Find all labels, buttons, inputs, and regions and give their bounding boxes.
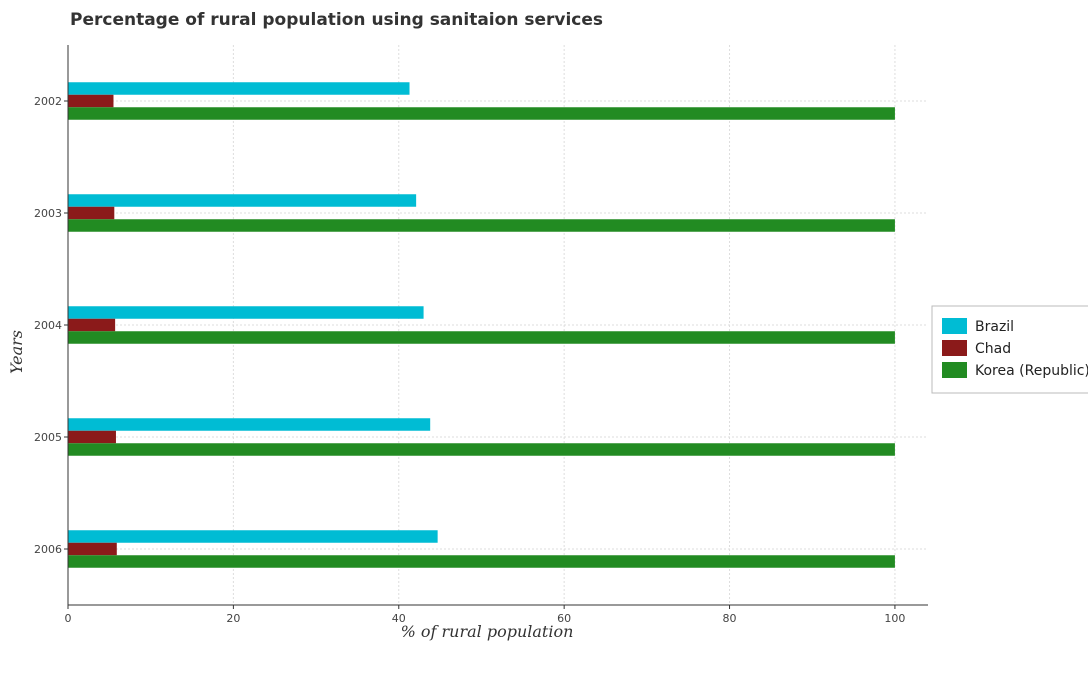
chart-title: Percentage of rural population using san… — [70, 10, 603, 30]
y-tick-label-2002: 2002 — [34, 95, 62, 108]
bar-korea-republic-2003 — [68, 219, 895, 232]
legend-swatch-2 — [942, 362, 967, 378]
y-tick-label-2003: 2003 — [34, 207, 62, 220]
bar-chad-2006 — [68, 542, 117, 556]
legend-swatch-0 — [942, 318, 967, 334]
y-tick-label-2004: 2004 — [34, 319, 62, 332]
legend-label-0: Brazil — [975, 319, 1014, 335]
bar-chad-2002 — [68, 94, 114, 108]
bar-brazil-2003 — [68, 194, 417, 207]
bar-chad-2004 — [68, 318, 116, 332]
bars-layer — [68, 82, 895, 568]
grid-layer — [67, 45, 928, 605]
x-tick-label-80: 80 — [723, 612, 737, 625]
x-axis-label: % of rural population — [401, 622, 574, 641]
x-tick-label-40: 40 — [392, 612, 406, 625]
bar-chad-2003 — [68, 206, 115, 220]
x-tick-label-100: 100 — [884, 612, 905, 625]
bar-brazil-2006 — [68, 530, 438, 543]
bar-chad-2005 — [68, 430, 116, 444]
axis-layer: 0 20 40 60 80 100 2002 2003 2004 2005 2006 — [34, 45, 928, 625]
legend-label-1: Chad — [975, 341, 1011, 357]
bar-brazil-2002 — [68, 82, 410, 95]
bar-korea-republic-2004 — [68, 331, 895, 344]
bar-brazil-2004 — [68, 306, 424, 319]
y-tick-label-2005: 2005 — [34, 431, 62, 444]
legend-swatch-1 — [942, 340, 967, 356]
x-tick-label-20: 20 — [226, 612, 240, 625]
bar-korea-republic-2005 — [68, 443, 895, 456]
bar-brazil-2005 — [68, 418, 431, 431]
x-tick-label-0: 0 — [65, 612, 72, 625]
y-axis-label: Years — [7, 330, 26, 374]
x-tick-label-60: 60 — [557, 612, 571, 625]
bar-korea-republic-2006 — [68, 555, 895, 568]
bar-korea-republic-2002 — [68, 107, 895, 120]
legend-label-2: Korea (Republic) — [975, 363, 1088, 379]
y-tick-label-2006: 2006 — [34, 543, 62, 556]
legend: Brazil Chad Korea (Republic) — [931, 305, 1088, 394]
